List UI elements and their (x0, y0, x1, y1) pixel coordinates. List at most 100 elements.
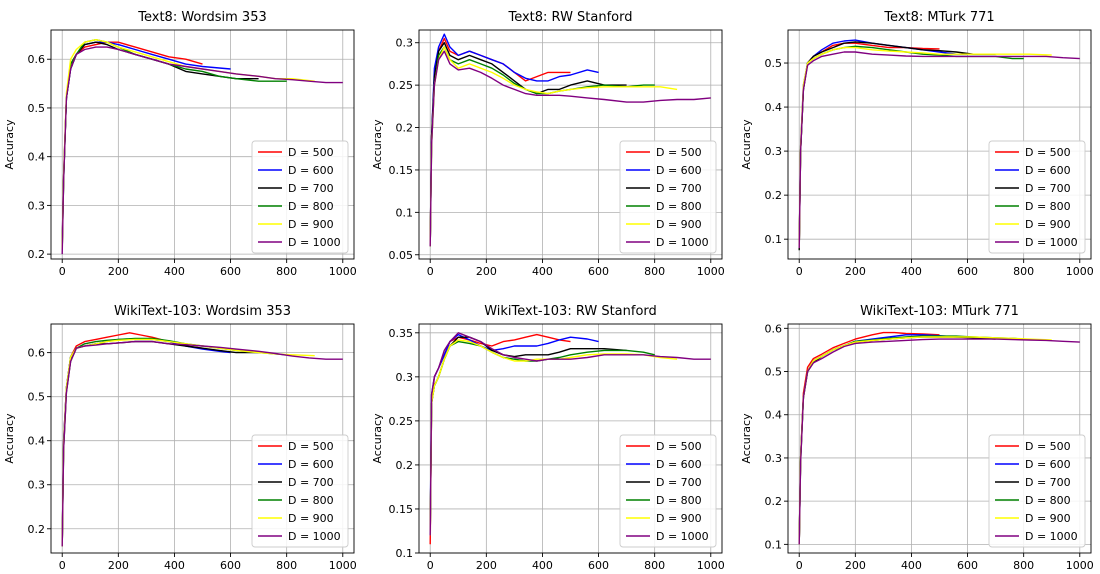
x-tick-label: 200 (845, 265, 866, 278)
legend-label: D = 800 (288, 200, 334, 213)
x-tick-label: 0 (427, 559, 434, 572)
x-tick-label: 0 (796, 265, 803, 278)
subplot-title: WikiText-103: MTurk 771 (860, 304, 1019, 319)
x-tick-label: 1000 (697, 559, 725, 572)
y-tick-label: 0.3 (765, 145, 783, 158)
legend-label: D = 700 (656, 182, 702, 195)
x-tick-label: 800 (644, 559, 665, 572)
y-tick-label: 0.4 (765, 101, 783, 114)
subplot-title: Text8: RW Stanford (507, 10, 632, 25)
x-tick-label: 600 (957, 265, 978, 278)
y-tick-label: 0.35 (389, 327, 414, 340)
axes-frame (418, 323, 723, 554)
series-line-d-600 (798, 334, 968, 545)
series-line-d-600 (429, 333, 599, 527)
y-tick-label: 0.3 (28, 199, 46, 212)
y-tick-label: 0.4 (765, 409, 783, 422)
x-tick-label: 200 (476, 559, 497, 572)
legend-label: D = 700 (1025, 182, 1071, 195)
legend-label: D = 700 (288, 182, 334, 195)
series-line-d-500 (798, 42, 940, 249)
x-tick-label: 1000 (1066, 265, 1094, 278)
legend-label: D = 900 (288, 218, 334, 231)
legend-label: D = 1000 (1025, 236, 1078, 249)
y-tick-label: 0.6 (28, 53, 46, 66)
legend-label: D = 900 (1025, 218, 1071, 231)
legend-box (619, 140, 717, 254)
y-axis-label: Accuracy (3, 413, 16, 464)
x-tick-label: 1000 (329, 265, 357, 278)
x-tick-label: 600 (588, 265, 609, 278)
y-tick-label: 0.2 (396, 122, 414, 135)
x-tick-label: 0 (59, 265, 66, 278)
x-tick-label: 200 (108, 265, 129, 278)
series-line-d-600 (798, 39, 968, 249)
legend-label: D = 1000 (288, 530, 341, 543)
subplot-3: 0 200 400 600 800 1000 0.2 0.3 0.4 0.5 0.6 WikiText… (3, 304, 357, 572)
y-tick-label: 0.1 (765, 538, 783, 551)
x-tick-label: 1000 (1066, 559, 1094, 572)
y-tick-label: 0.1 (396, 206, 414, 219)
legend: D = 500 D = 600 D = 700 D = 800 D = 900 D = 1… (251, 434, 349, 548)
x-tick-label: 400 (532, 559, 553, 572)
legend-label: D = 900 (656, 218, 702, 231)
series-line-d-700 (429, 42, 627, 247)
series-line-d-900 (798, 46, 1052, 249)
legend-label: D = 900 (656, 512, 702, 525)
subplot-0: 0 200 400 600 800 1000 0.2 0.3 0.4 0.5 0.6 Text8: W… (3, 10, 357, 278)
x-tick-label: 1000 (697, 265, 725, 278)
y-tick-label: 0.25 (389, 79, 414, 92)
legend-label: D = 500 (288, 440, 334, 453)
legend-box (988, 434, 1086, 548)
y-tick-label: 0.2 (765, 189, 783, 202)
subplot-title: Text8: Wordsim 353 (137, 10, 266, 25)
y-axis-label: Accuracy (740, 413, 753, 464)
legend-box (619, 434, 717, 548)
subplot-1: 0 200 400 600 800 1000 0.05 0.1 0.15 0.2 0.25 0.3 Te… (371, 10, 725, 278)
x-tick-label: 400 (532, 265, 553, 278)
axes-frame (787, 323, 1092, 554)
legend-label: D = 600 (1025, 458, 1071, 471)
x-tick-label: 400 (901, 265, 922, 278)
y-tick-label: 0.3 (396, 37, 414, 50)
y-axis-label: Accuracy (740, 119, 753, 170)
legend-label: D = 600 (1025, 164, 1071, 177)
legend: D = 500 D = 600 D = 700 D = 800 D = 900 D = 1… (988, 140, 1086, 254)
y-tick-label: 0.3 (28, 479, 46, 492)
legend-label: D = 700 (1025, 476, 1071, 489)
series-line-d-500 (429, 333, 571, 545)
legend-label: D = 1000 (656, 236, 709, 249)
y-axis-label: Accuracy (3, 119, 16, 170)
subplot-2: 0 200 400 600 800 1000 0.1 0.2 0.3 0.4 0.5 Text8: M… (740, 10, 1094, 278)
legend-label: D = 1000 (288, 236, 341, 249)
x-tick-label: 1000 (329, 559, 357, 572)
x-tick-label: 400 (901, 559, 922, 572)
x-tick-label: 800 (1013, 559, 1034, 572)
x-tick-label: 800 (276, 559, 297, 572)
series-line-d-1000 (429, 50, 711, 247)
legend: D = 500 D = 600 D = 700 D = 800 D = 900 D = 1… (988, 434, 1086, 548)
axes-frame (50, 29, 355, 260)
legend-label: D = 800 (1025, 200, 1071, 213)
series-line-d-500 (61, 332, 203, 547)
x-tick-label: 400 (164, 265, 185, 278)
y-tick-label: 0.25 (389, 415, 414, 428)
y-tick-label: 0.5 (765, 366, 783, 379)
y-tick-label: 0.2 (396, 459, 414, 472)
y-tick-label: 0.6 (28, 347, 46, 360)
subplot-5: 0 200 400 600 800 1000 0.1 0.2 0.3 0.4 0.5 0.6 WikiT… (740, 304, 1094, 572)
series-line-d-600 (61, 338, 231, 547)
series-line-d-800 (429, 46, 655, 247)
x-tick-label: 800 (1013, 265, 1034, 278)
series-line-d-600 (429, 33, 599, 247)
x-tick-label: 0 (427, 265, 434, 278)
subplot-title: WikiText-103: Wordsim 353 (114, 304, 291, 319)
x-tick-label: 200 (108, 559, 129, 572)
legend: D = 500 D = 600 D = 700 D = 800 D = 900 D = 1… (619, 434, 717, 548)
y-tick-label: 0.6 (765, 322, 783, 335)
legend-label: D = 700 (288, 476, 334, 489)
y-tick-label: 0.15 (389, 503, 414, 516)
legend-label: D = 1000 (1025, 530, 1078, 543)
x-tick-label: 800 (644, 265, 665, 278)
series-line-d-900 (429, 46, 678, 247)
